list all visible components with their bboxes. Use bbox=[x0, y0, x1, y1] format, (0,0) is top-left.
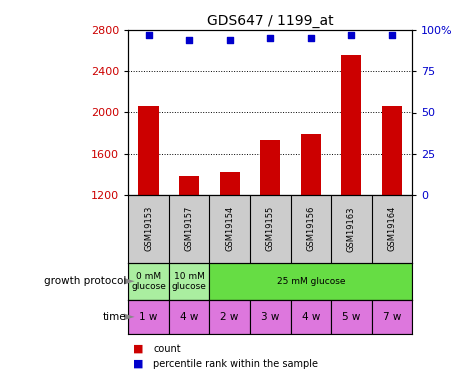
Text: 2 w: 2 w bbox=[220, 312, 239, 322]
Text: percentile rank within the sample: percentile rank within the sample bbox=[153, 359, 318, 369]
Bar bbox=[169, 300, 209, 334]
Text: GSM19164: GSM19164 bbox=[387, 206, 397, 251]
Bar bbox=[290, 300, 331, 334]
Text: GSM19157: GSM19157 bbox=[185, 206, 194, 251]
Text: 10 mM
glucose: 10 mM glucose bbox=[172, 272, 207, 291]
Text: 5 w: 5 w bbox=[342, 312, 360, 322]
Polygon shape bbox=[124, 278, 135, 285]
Text: growth protocol: growth protocol bbox=[44, 276, 126, 286]
Text: ■: ■ bbox=[133, 359, 143, 369]
Point bbox=[307, 35, 315, 41]
Bar bbox=[128, 262, 169, 300]
Point bbox=[226, 37, 233, 43]
Point bbox=[348, 32, 355, 38]
Text: 4 w: 4 w bbox=[180, 312, 198, 322]
Text: 25 mM glucose: 25 mM glucose bbox=[277, 277, 345, 286]
Bar bbox=[128, 300, 169, 334]
Text: GSM19163: GSM19163 bbox=[347, 206, 356, 252]
Bar bbox=[260, 140, 280, 195]
Text: 1 w: 1 w bbox=[139, 312, 158, 322]
Point bbox=[388, 32, 396, 38]
Text: count: count bbox=[153, 344, 181, 354]
Bar bbox=[250, 300, 290, 334]
Bar bbox=[219, 172, 240, 195]
Point bbox=[267, 35, 274, 41]
Text: 3 w: 3 w bbox=[261, 312, 279, 322]
Polygon shape bbox=[124, 314, 135, 320]
Text: GSM19156: GSM19156 bbox=[306, 206, 315, 251]
Bar bbox=[209, 300, 250, 334]
Bar bbox=[179, 177, 199, 195]
Text: time: time bbox=[102, 312, 126, 322]
Bar bbox=[209, 262, 412, 300]
Bar bbox=[371, 300, 412, 334]
Text: GSM19154: GSM19154 bbox=[225, 206, 234, 251]
Title: GDS647 / 1199_at: GDS647 / 1199_at bbox=[207, 13, 333, 28]
Text: 0 mM
glucose: 0 mM glucose bbox=[131, 272, 166, 291]
Point bbox=[145, 32, 152, 38]
Bar bbox=[138, 106, 158, 195]
Bar bbox=[331, 300, 371, 334]
Bar bbox=[300, 134, 321, 195]
Text: 4 w: 4 w bbox=[302, 312, 320, 322]
Text: ■: ■ bbox=[133, 344, 143, 354]
Point bbox=[185, 37, 193, 43]
Bar bbox=[382, 106, 402, 195]
Text: 7 w: 7 w bbox=[383, 312, 401, 322]
Text: GSM19155: GSM19155 bbox=[266, 206, 275, 251]
Bar bbox=[169, 262, 209, 300]
Bar bbox=[341, 55, 361, 195]
Text: GSM19153: GSM19153 bbox=[144, 206, 153, 251]
